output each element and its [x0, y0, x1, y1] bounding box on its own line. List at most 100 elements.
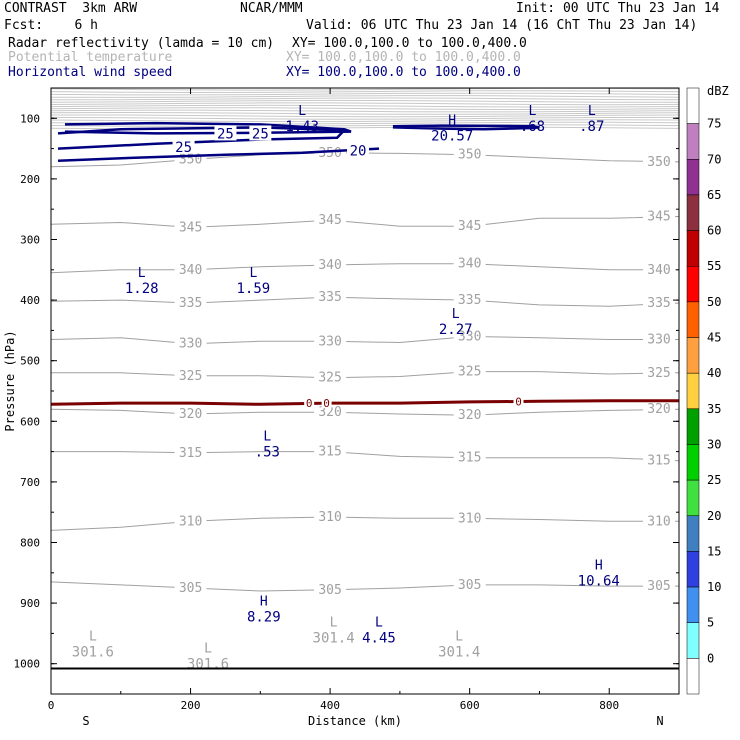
wind-label-bg — [172, 138, 195, 154]
theta-label: 330 — [647, 332, 670, 347]
org-label: NCAR/MMM — [240, 1, 303, 16]
field-xy-theta: XY= 100.0,100.0 to 100.0,400.0 — [286, 50, 521, 65]
y-tick-label: 400 — [20, 294, 40, 307]
extremum-type: L — [375, 615, 383, 630]
extremum-type: L — [249, 266, 257, 281]
theta-label-bg — [314, 510, 347, 524]
init-time: Init: 00 UTC Thu 23 Jan 14 — [516, 1, 720, 16]
colorbar-swatch — [686, 408, 700, 445]
zero-label-bg — [321, 397, 332, 409]
theta-label-bg — [314, 370, 347, 384]
wind-contour-jet-core — [392, 124, 540, 131]
colorbar-title: dBZ — [707, 84, 729, 98]
theta-label: 340 — [458, 257, 481, 272]
x-tick-label: 800 — [599, 699, 619, 712]
theta-label-bg — [314, 213, 347, 227]
colorbar-swatch — [686, 515, 700, 552]
theta-strat-line — [50, 87, 680, 91]
theta-label-bg — [643, 453, 675, 467]
field-xy-reflectivity: XY= 100.0,100.0 to 100.0,400.0 — [292, 36, 527, 51]
theta-label: 315 — [318, 445, 341, 460]
colorbar-label: 20 — [707, 509, 721, 523]
theta-label-bg — [453, 577, 486, 591]
theta-label-bg — [453, 408, 486, 422]
theta-label: 330 — [318, 334, 341, 349]
extremum-type: L — [452, 307, 460, 322]
colorbar-swatch — [686, 337, 700, 374]
colorbar-swatch — [686, 479, 700, 517]
x-axis-label: Distance (km) — [308, 714, 402, 728]
theta-label-bg — [643, 365, 675, 379]
theta-label-bg — [453, 219, 486, 233]
y-axis-label: Pressure (hPa) — [3, 330, 17, 431]
theta-label: 315 — [179, 446, 202, 461]
colorbar-label: 60 — [707, 224, 721, 238]
colorbar-swatch — [686, 123, 700, 160]
wind-label-bg — [249, 125, 272, 141]
theta-strat-line — [50, 104, 680, 108]
theta-label-bg — [643, 296, 675, 310]
field-label-theta: Potential temperature — [8, 50, 173, 65]
model-title: CONTRAST 3km ARW — [4, 1, 138, 16]
theta-label: 340 — [647, 263, 670, 278]
wind-label-bg — [214, 125, 237, 141]
theta-label: 340 — [318, 258, 341, 273]
theta-strat-line — [50, 90, 680, 94]
extremum-type: H — [448, 114, 456, 129]
colorbar-label: 5 — [707, 616, 714, 630]
theta-label-bg — [174, 296, 207, 310]
extremum-type: L — [455, 629, 463, 644]
theta-label: 320 — [647, 402, 670, 417]
colorbar-label: 25 — [707, 473, 721, 487]
y-tick-label: 200 — [20, 173, 40, 186]
colorbar-swatch — [686, 658, 700, 695]
colorbar-label: 45 — [707, 331, 721, 345]
valid-time: Valid: 06 UTC Thu 23 Jan 14 (16 ChT Thu … — [306, 18, 698, 33]
theta-label: 350 — [318, 146, 341, 161]
theta-label-bg — [174, 368, 207, 382]
colorbar-label: 40 — [707, 366, 721, 380]
theta-label: 325 — [179, 369, 202, 384]
theta-label-bg — [643, 332, 675, 346]
theta-label-bg — [453, 364, 486, 378]
colorbar-swatch — [686, 230, 700, 267]
y-tick-label: 500 — [20, 355, 40, 368]
theta-label: 335 — [179, 296, 202, 311]
y-tick-label: 1000 — [14, 658, 41, 671]
extremum-value: 10.64 — [578, 574, 620, 590]
theta-label-bg — [453, 147, 486, 161]
extremum-type: L — [138, 266, 146, 281]
theta-strat-line — [50, 97, 680, 101]
colorbar-label: 50 — [707, 295, 721, 309]
theta-label-bg — [174, 445, 207, 459]
theta-strat-line — [50, 95, 680, 98]
extremum-value: 1.59 — [236, 281, 270, 297]
theta-contour-310 — [50, 516, 679, 531]
theta-strat-line — [50, 102, 680, 106]
extremum-value: 4.45 — [362, 630, 396, 646]
y-tick-label: 700 — [20, 476, 40, 489]
theta-contour-315 — [51, 451, 680, 462]
theta-label-bg — [643, 154, 675, 168]
theta-contour-340 — [50, 263, 679, 274]
wind-label-bg — [347, 142, 370, 158]
theta-strat-line — [50, 116, 680, 120]
theta-label: 310 — [458, 511, 481, 526]
theta-label-bg — [643, 209, 675, 223]
extremum-value: 301.4 — [313, 630, 355, 646]
theta-contour-345 — [50, 216, 680, 228]
theta-label: 315 — [458, 451, 481, 466]
theta-label: 325 — [458, 365, 481, 380]
extremum-value: 301.6 — [72, 644, 114, 660]
theta-strat-line — [51, 114, 680, 118]
colorbar-swatch — [686, 87, 700, 124]
colorbar-label: 75 — [707, 117, 721, 131]
theta-label-bg — [174, 407, 207, 421]
colorbar-swatch — [686, 159, 700, 196]
wind-label: 20 — [350, 143, 367, 159]
theta-label: 305 — [458, 578, 481, 593]
